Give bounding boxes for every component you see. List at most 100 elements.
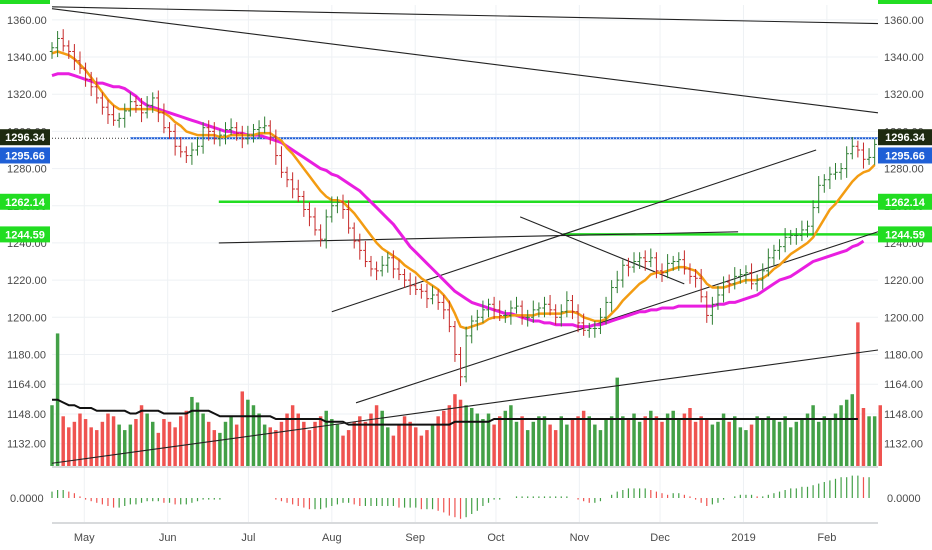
price-tick-left: 1220.00 xyxy=(7,275,47,287)
price-tick-right: 1360.00 xyxy=(884,15,924,27)
axis-marker xyxy=(878,0,932,4)
volume-bar xyxy=(609,416,614,466)
volume-bar xyxy=(553,430,558,466)
volume-bar xyxy=(649,410,653,466)
volume-bar xyxy=(565,424,569,466)
volume-bar xyxy=(761,419,765,466)
volume-bar xyxy=(710,424,715,466)
volume-bar xyxy=(733,416,737,466)
volume-bar xyxy=(559,416,564,466)
x-axis-label: Oct xyxy=(487,532,504,544)
volume-bar xyxy=(100,421,105,466)
ema-fast-line xyxy=(51,50,876,330)
volume-bar xyxy=(509,405,513,466)
volume-bar xyxy=(486,413,491,466)
volume-panel xyxy=(50,322,882,466)
volume-bar xyxy=(839,405,843,466)
volume-bar xyxy=(805,413,810,466)
volume-bar xyxy=(475,413,480,466)
volume-bar xyxy=(738,427,743,466)
price-tag-label: 1296.34 xyxy=(885,132,926,144)
volume-bar xyxy=(246,399,250,466)
volume-bar xyxy=(447,405,452,466)
volume-bar xyxy=(688,408,692,466)
volume-bar xyxy=(78,413,82,466)
trendline-top-line xyxy=(51,6,879,25)
volume-bar xyxy=(531,421,536,466)
volume-bar xyxy=(481,419,485,466)
volume-bar xyxy=(721,413,726,466)
oscillator-tick-right: 0.0000 xyxy=(887,493,921,505)
volume-bar xyxy=(83,419,88,466)
price-tick-right: 1180.00 xyxy=(884,349,923,361)
volume-bar xyxy=(190,396,194,466)
volume-bar xyxy=(693,421,698,466)
oscillator-panel xyxy=(51,475,870,519)
volume-bar xyxy=(195,402,200,466)
volume-bar xyxy=(386,427,390,466)
price-tag-left xyxy=(0,193,50,210)
volume-bar xyxy=(811,405,815,466)
price-tick-left: 1180.00 xyxy=(7,349,46,361)
volume-bar xyxy=(374,405,379,466)
volume-bar xyxy=(89,427,93,466)
x-axis-label: Feb xyxy=(817,532,836,544)
x-axis-label: Aug xyxy=(322,532,342,544)
price-tag-left xyxy=(0,129,50,146)
price-tag-right xyxy=(878,226,932,243)
volume-bar xyxy=(514,421,519,466)
x-axis-label: May xyxy=(74,532,95,544)
volume-bar xyxy=(503,410,508,466)
volume-bar xyxy=(425,430,429,466)
volume-bar xyxy=(128,424,133,466)
volume-bar xyxy=(106,413,110,466)
price-tick-left: 1360.00 xyxy=(7,15,47,27)
volume-bar xyxy=(391,435,396,466)
oscillator-tick-left: 0.0000 xyxy=(10,493,44,505)
price-tick-right: 1320.00 xyxy=(884,89,924,101)
volume-bar xyxy=(302,421,306,466)
volume-bar xyxy=(682,413,687,466)
volume-bar xyxy=(604,419,608,466)
trendline-neckline xyxy=(218,231,739,244)
volume-bar xyxy=(218,432,222,466)
volume-bar xyxy=(492,424,496,466)
volume-bar xyxy=(705,419,709,466)
volume-bar xyxy=(654,416,659,466)
volume-bar xyxy=(833,413,838,466)
volume-bar xyxy=(453,394,457,466)
volume-bar xyxy=(206,421,211,466)
volume-bar xyxy=(699,416,703,466)
volume-bar xyxy=(50,405,54,466)
price-tick-left: 1132.00 xyxy=(7,439,46,451)
trendline-channel-lower xyxy=(355,231,879,404)
volume-bar xyxy=(150,421,155,466)
volume-bar xyxy=(212,430,217,466)
volume-bar xyxy=(397,424,401,466)
volume-bar xyxy=(637,421,642,466)
volume-bar xyxy=(788,427,793,466)
volume-bar xyxy=(95,430,99,466)
price-tag-right xyxy=(878,147,932,164)
volume-bar xyxy=(167,421,172,466)
volume-bar xyxy=(850,394,855,466)
volume-bar xyxy=(318,416,323,466)
volume-bar xyxy=(777,421,782,466)
volume-bar xyxy=(341,435,345,466)
sma-slow-line xyxy=(51,72,865,329)
volume-bar xyxy=(570,419,575,466)
volume-bar xyxy=(464,405,468,466)
volume-bar xyxy=(346,430,351,466)
volume-bar xyxy=(822,416,827,466)
volume-bar xyxy=(643,416,647,466)
volume-bar xyxy=(335,424,340,466)
volume-bar xyxy=(307,430,312,466)
volume-bar xyxy=(358,416,362,466)
price-tick-left: 1148.00 xyxy=(7,409,46,421)
volume-bar xyxy=(296,413,300,466)
price-tick-right: 1340.00 xyxy=(884,52,924,64)
volume-bar xyxy=(856,322,860,466)
volume-bar xyxy=(223,421,228,466)
price-tag-right xyxy=(878,129,932,146)
